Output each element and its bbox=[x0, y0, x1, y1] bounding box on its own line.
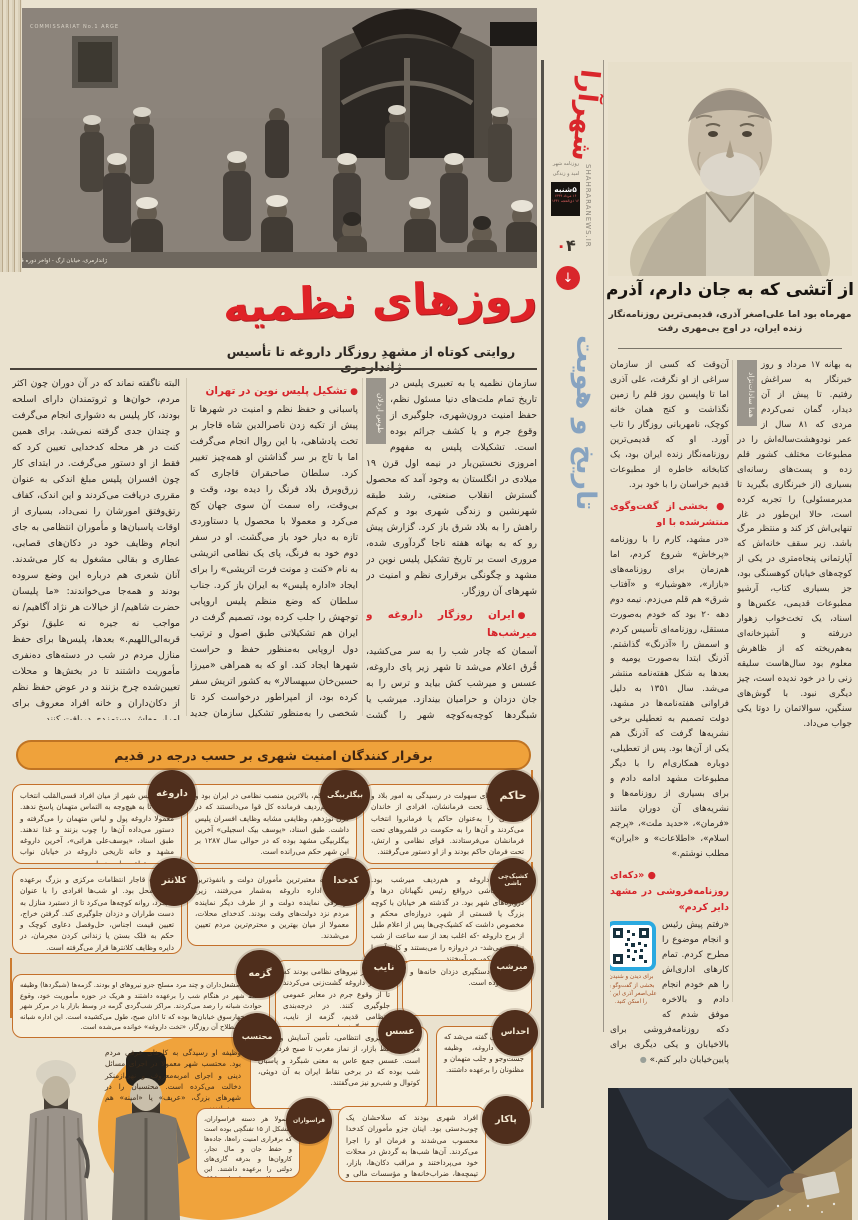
grave-photo-illustration bbox=[608, 1088, 852, 1220]
historic-group-photo: COMMISSARIAT No.1 ARGE ژاندارمری، خیابان… bbox=[22, 8, 537, 268]
main-column-middle: ●تشکیل پلیس نوین در تهران پاسبانی و حفظ … bbox=[190, 376, 358, 720]
role-circle-pakar: پاکار bbox=[482, 1096, 530, 1144]
role-card-qarasavaran: معمولا هر دسته قراسواران، متشکل از ۱۵ تف… bbox=[196, 1108, 300, 1178]
role-circle-kadkhoda: کدخدا bbox=[322, 858, 370, 906]
role-card-darugheh: رئیس پلیس شهر از میان افراد قسی‌القلب ان… bbox=[12, 784, 182, 864]
role-circle-ahdas: احداس bbox=[492, 1010, 538, 1056]
main-column-right: طوس اردلان سازمان نظمیه یا به تعبیری پلی… bbox=[366, 376, 537, 720]
date-line: ۱۶ مرداد ۱۳۹۹ bbox=[554, 194, 577, 198]
kiosk-text: «رفتم پیش رئیس و انجام موضوع را مطرح کرد… bbox=[610, 920, 729, 1065]
main-headline: روزهای نظمیه bbox=[221, 270, 538, 333]
side-article-headline: از آتشی که به جان دارم، آذرم bbox=[606, 280, 854, 300]
red-bullet-icon: ● bbox=[716, 500, 729, 512]
newspaper-tagline: روزنامه شهر امید و زندگی bbox=[552, 161, 580, 177]
connector-line bbox=[531, 1046, 533, 1102]
end-of-article-mark: ● bbox=[639, 1054, 647, 1064]
role-circle-qarasavaran: قراسواران bbox=[286, 1098, 332, 1144]
photo-caption: ژاندارمری، خیابان ارگ - اواخر دوره قاجار bbox=[22, 258, 107, 264]
role-circle-mohtaseb: محتسب bbox=[233, 1013, 281, 1061]
role-circle-mirshab: میرشب bbox=[490, 946, 534, 990]
qr-caption: برای دیدن و شنیدن بخشی از گفت‌وگو با علی… bbox=[610, 974, 657, 1006]
role-circle-gazmeh: گزمه bbox=[236, 950, 284, 998]
grave-photo bbox=[608, 1088, 852, 1220]
body-paragraph: «در مشهد، کارم را با روزنامه «پرخاش» شرو… bbox=[610, 534, 729, 859]
subheading-modern-police: ●تشکیل پلیس نوین در تهران bbox=[205, 385, 358, 397]
role-circle-hakem: حاکم bbox=[487, 770, 539, 822]
connector-line bbox=[531, 862, 533, 872]
role-circle-asas: عسس bbox=[378, 1010, 422, 1054]
weekday: ۵شنبه bbox=[554, 185, 577, 194]
photo-sign-text: COMMISSARIAT No.1 ARGE bbox=[30, 24, 120, 30]
role-circle-kalantar: کلانتر bbox=[150, 858, 198, 906]
strip-rule bbox=[541, 60, 544, 1108]
main-subtitle: روایتی کوتاه از مشهدِ روزگار داروغه تا ت… bbox=[226, 344, 516, 374]
page-number: ۰۴ bbox=[556, 236, 576, 255]
role-card-gazmeh: پاکارها، مشعل‌داران و چند مرد مسلح جزو ن… bbox=[12, 974, 270, 1038]
role-circle-beglerbegi: بیگلربیگی bbox=[320, 770, 370, 820]
red-bullet-icon: ● bbox=[647, 869, 729, 881]
subheading-kiosk: ● «دکه‌ای روزنامه‌فروشی در مشهد دایر کرد… bbox=[610, 869, 729, 914]
role-card-kadkhoda: این طبقه معتبرترین مأموران دولت و بانفوذ… bbox=[187, 868, 357, 946]
main-byline: طوس اردلان bbox=[366, 378, 386, 444]
azari-portrait bbox=[608, 62, 852, 276]
date-line: ۱۶ ذی‌الحجه ۱۴۴۱ bbox=[552, 199, 579, 204]
infographic-title: برقرار کنندگان امنیت شهری بر حسب درجه در… bbox=[16, 740, 531, 770]
body-paragraph: آسمان که چادر شب را به سر می‌کشید، قُرق … bbox=[366, 646, 537, 720]
side-column-right: هما سادات‌نژاد به بهانه ۱۷ مرداد و روز خ… bbox=[737, 358, 852, 1006]
section-name: تاریخ و هویت bbox=[570, 335, 601, 511]
headline-divider bbox=[10, 368, 537, 370]
qajar-men-illustration bbox=[24, 1052, 190, 1220]
red-bullet-icon: ● bbox=[517, 610, 537, 621]
newspaper-logo: شهرآرا bbox=[565, 67, 605, 163]
site-url: SHAHRARANEWS.IR bbox=[584, 164, 592, 248]
body-paragraph: البته ناگفته نماند که در آن دوران چون اک… bbox=[12, 378, 180, 720]
side-column-divider bbox=[732, 360, 733, 1002]
role-card-beglerbegi: بعد از حاکم، بالاترین منصب نظامی در ایرا… bbox=[187, 784, 357, 864]
body-paragraph: آن‌وقت که کسی از سازمان سراغی از او نگرف… bbox=[610, 360, 729, 490]
role-circle-darugheh: داروغه bbox=[148, 770, 196, 818]
qr-block: برای دیدن و شنیدن بخشی از گفت‌وگو با علی… bbox=[610, 921, 658, 1007]
connector-line bbox=[10, 958, 12, 1018]
role-card-pakar: افراد شهری بودند که سلاحشان یک چوب‌دستی … bbox=[338, 1106, 486, 1182]
side-byline: هما سادات‌نژاد bbox=[737, 360, 757, 426]
red-bullet-icon: ● bbox=[350, 387, 358, 397]
spine-stripes-decor bbox=[0, 0, 22, 272]
group-photo-illustration bbox=[22, 8, 537, 268]
subheading-darugheh-era: ●ایران روزگار داروغه و میرشب‌ها bbox=[366, 608, 537, 640]
down-arrow-icon: ↓ bbox=[556, 266, 580, 290]
role-circle-keshikchi: کشیک‌چی باشی bbox=[490, 858, 536, 904]
column-divider bbox=[362, 378, 363, 716]
portrait-illustration bbox=[608, 62, 852, 276]
role-circle-nayeb: نایب bbox=[362, 946, 406, 990]
body-paragraph: به بهانه ۱۷ مرداد و روز خبرنگار به سراغش… bbox=[737, 360, 852, 729]
body-paragraph: پاسبانی و حفظ نظم و امنیت در شهرها تا پی… bbox=[190, 404, 358, 720]
qr-code bbox=[610, 921, 656, 972]
date-box: ۵شنبه ۱۶ مرداد ۱۳۹۹ ۱۶ ذی‌الحجه ۱۴۴۱ bbox=[551, 182, 580, 216]
qr-pattern bbox=[610, 925, 652, 968]
main-column-left: البته ناگفته نماند که در آن دوران چون اک… bbox=[12, 376, 180, 720]
side-article-subtitle: مهرماه بود اما علی‌اصغر آذری، قدیمی‌ترین… bbox=[608, 310, 852, 335]
side-article-divider bbox=[618, 348, 842, 349]
body-paragraph: برای دیدن و شنیدن بخشی از گفت‌وگو با علی… bbox=[610, 918, 729, 1068]
side-column-left: آن‌وقت که کسی از سازمان سراغی از او نگرف… bbox=[610, 358, 729, 1090]
subheading-interview: ● بخشی از گفت‌وگوی منتشرشده با او bbox=[610, 500, 729, 528]
column-divider bbox=[186, 378, 187, 716]
qajar-men-photo bbox=[8, 1048, 234, 1220]
lead-paragraph: سازمان نظمیه یا به تعبیری پلیس در تاریخ … bbox=[366, 378, 537, 597]
strip-rule bbox=[603, 60, 604, 1032]
